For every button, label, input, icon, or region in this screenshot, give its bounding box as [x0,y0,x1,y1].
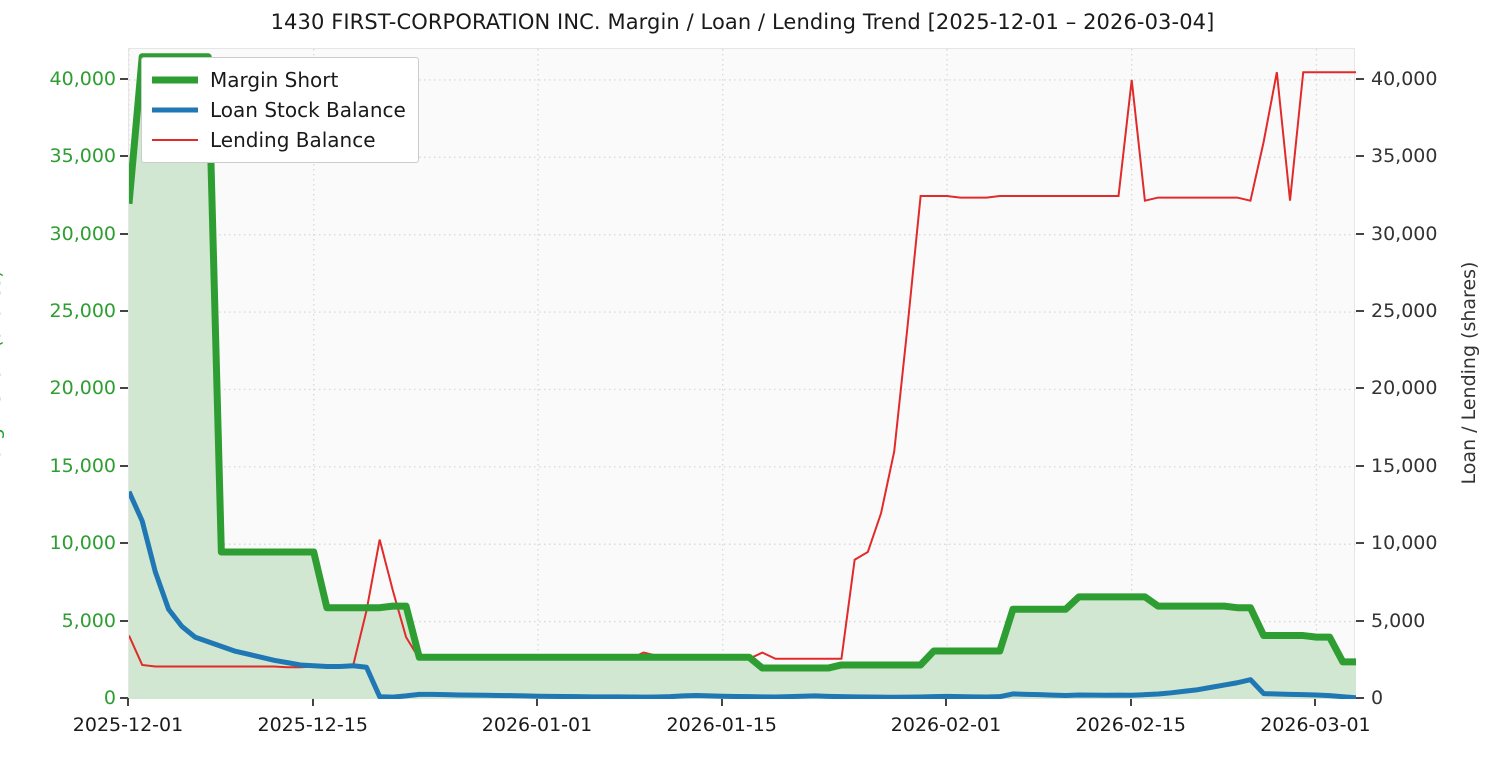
y-axis-right-tick-mark [1356,310,1364,313]
x-axis-tick-mark [311,698,314,706]
y-axis-right-tick-mark [1356,697,1364,699]
legend-label-lending-balance: Lending Balance [210,128,376,152]
y-axis-right-tick-mark [1356,387,1364,390]
y-axis-right-tick-mark [1356,619,1364,622]
y-axis-left-tick-mark [120,464,128,467]
y-axis-right-tick-label: 35,000 [1371,145,1438,168]
y-axis-right-tick-label: 10,000 [1371,532,1438,555]
y-axis-left-tick-label: 15,000 [49,454,116,477]
y-axis-right-tick-label: 0 [1371,687,1384,709]
legend-label-loan-stock-balance: Loan Stock Balance [210,98,406,122]
x-axis-tick-mark [945,698,947,706]
x-axis-tick-mark [1314,698,1317,706]
y-axis-left-tick-label: 0 [103,687,116,709]
x-axis-tick-label: 2026-03-01 [1260,714,1371,736]
y-axis-left-tick-mark [120,542,128,545]
y-axis-right-tick-mark [1356,542,1364,545]
y-axis-left-tick-mark [120,387,128,390]
y-axis-right-tick-label: 20,000 [1371,377,1438,400]
legend-item-lending-balance[interactable]: Lending Balance [152,125,406,155]
x-axis-tick-label: 2026-01-15 [666,714,777,736]
legend-swatch-margin-short-icon [152,69,198,91]
y-axis-left-tick-mark [120,232,128,235]
y-axis-right-tick-label: 30,000 [1371,222,1438,245]
y-axis-right-tick-mark [1356,155,1364,158]
y-axis-left-tick-mark [120,619,128,622]
margin-short-area [129,56,1356,699]
plot-svg [129,49,1356,699]
x-axis-tick-mark [720,698,723,706]
y-axis-left-tick-mark [120,155,128,158]
y-axis-right-tick-mark [1356,232,1364,235]
y-axis-right-tick-label: 5,000 [1371,609,1426,632]
legend-label-margin-short: Margin Short [210,68,339,92]
x-axis-tick-label: 2025-12-01 [72,714,184,736]
y-axis-right-tick-label: 25,000 [1371,300,1438,323]
y-axis-left-tick-label: 30,000 [49,222,116,245]
y-axis-left-tick-label: 5,000 [61,609,116,632]
x-axis-tick-mark [127,698,129,706]
series-line-margin-short [129,53,1356,672]
chart-title: 1430 FIRST-CORPORATION INC. Margin / Loa… [270,10,1215,34]
y-axis-right-tick-label: 15,000 [1371,454,1438,477]
legend-item-margin-short[interactable]: Margin Short [152,65,406,95]
y-axis-left-tick-label: 20,000 [49,377,116,400]
plot-area [128,48,1356,699]
x-axis-tick-label: 2026-01-01 [481,714,593,736]
y-axis-left-tick-label: 35,000 [49,145,116,168]
series-line-loan-stock-balance [129,490,1356,699]
y-axis-left-tick-mark [120,77,128,80]
y-axis-left-tick-label: 10,000 [49,532,116,555]
legend-item-loan-stock-balance[interactable]: Loan Stock Balance [152,95,406,125]
x-axis-tick-mark [536,698,538,706]
y-axis-left-tick-mark [120,697,128,699]
y-axis-left-tick-mark [120,310,128,313]
x-axis-tick-label: 2026-02-01 [890,714,1002,736]
x-axis-tick-label: 2026-02-15 [1075,714,1186,736]
y-axis-right-label: Loan / Lending (shares) [1458,261,1480,485]
y-axis-right-tick-mark [1356,77,1364,80]
y-axis-left-tick-label: 40,000 [49,67,116,90]
legend-swatch-lending-icon [152,129,198,151]
x-axis-tick-label: 2025-12-15 [257,714,368,736]
y-axis-right-tick-mark [1356,464,1364,467]
legend-swatch-loan-stock-icon [152,99,198,121]
chart-legend: Margin Short Loan Stock Balance Lending … [141,57,419,163]
y-axis-left-tick-label: 25,000 [49,300,116,323]
y-axis-right-tick-label: 40,000 [1371,67,1438,90]
x-axis-tick-mark [1129,698,1132,706]
